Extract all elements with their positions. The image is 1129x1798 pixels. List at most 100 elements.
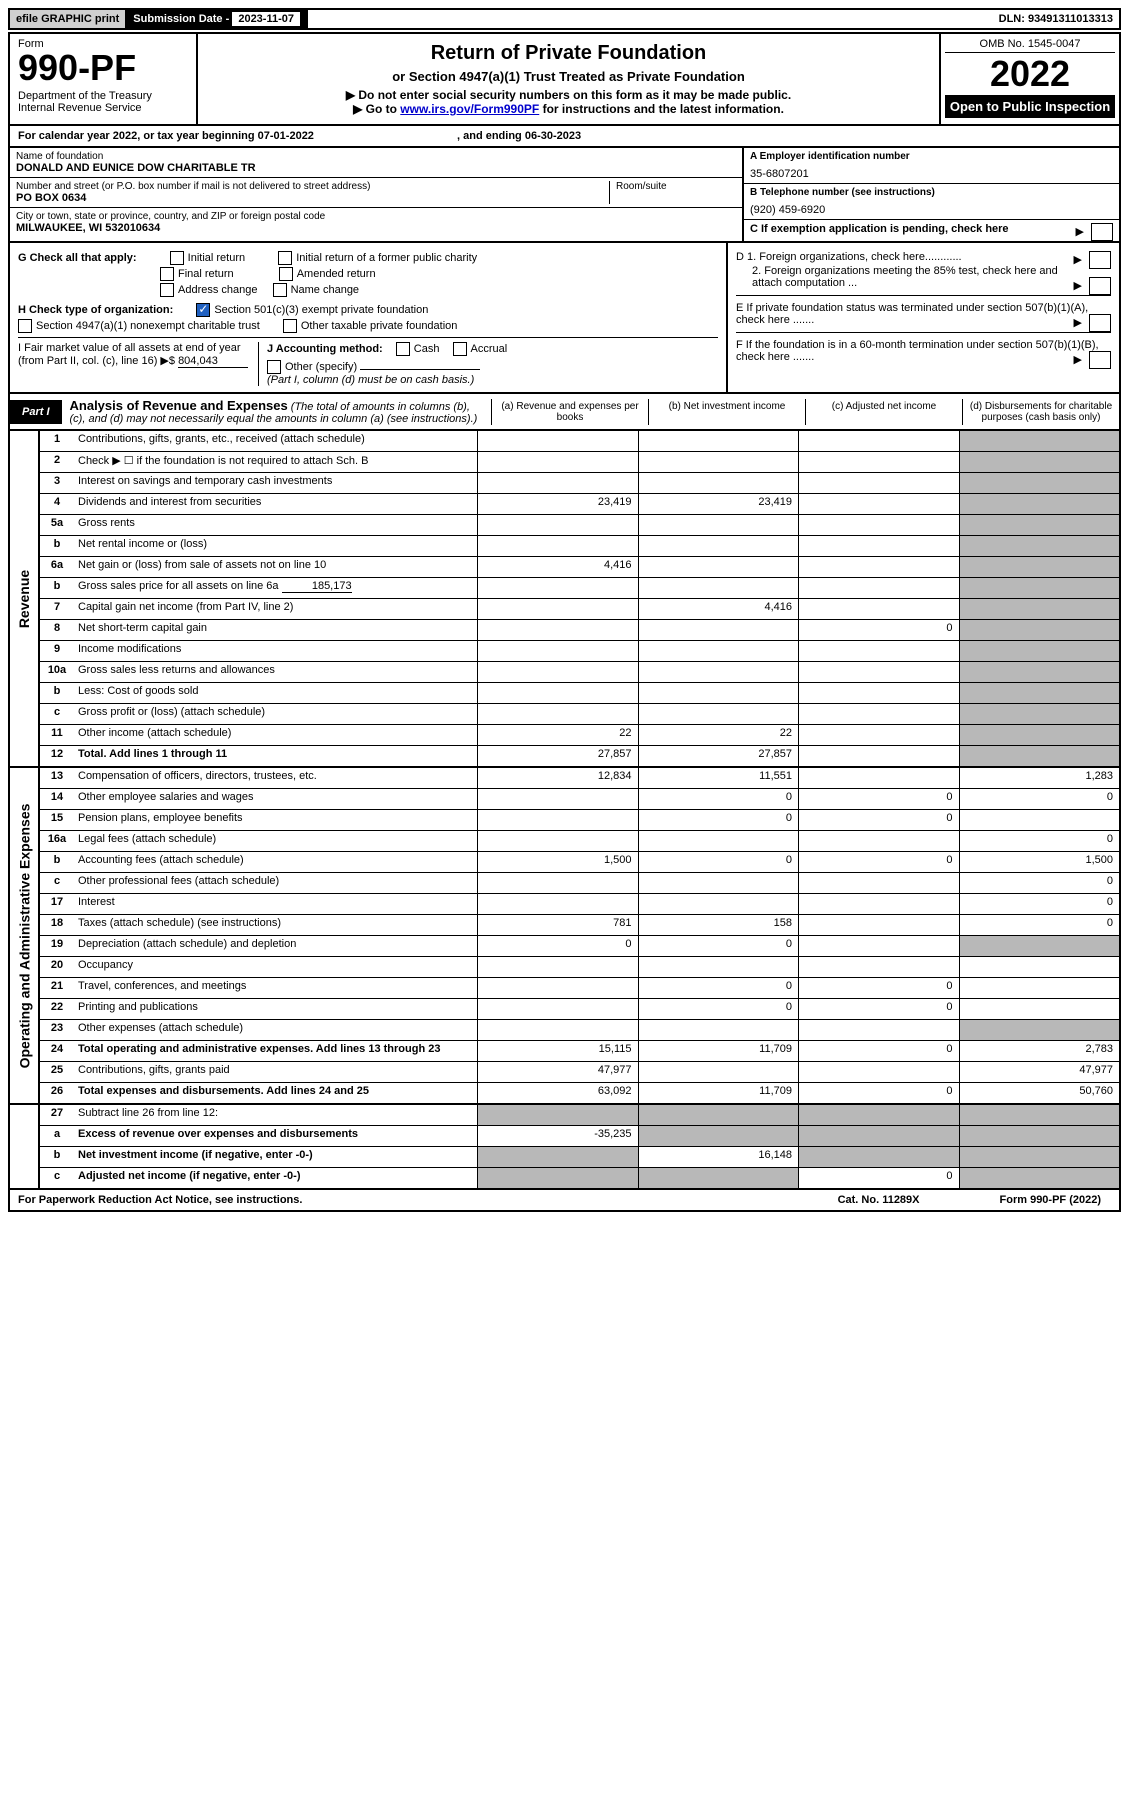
table-row: 1Contributions, gifts, grants, etc., rec…: [40, 431, 1119, 452]
form-id-block: Form 990-PF Department of the Treasury I…: [10, 34, 198, 124]
address-row: Number and street (or P.O. box number if…: [10, 178, 742, 208]
table-row: 5aGross rents: [40, 515, 1119, 536]
table-row: 6aNet gain or (loss) from sale of assets…: [40, 557, 1119, 578]
summary-section: 27Subtract line 26 from line 12:aExcess …: [8, 1105, 1121, 1190]
form-title: Return of Private Foundation: [206, 42, 931, 65]
table-row: 11Other income (attach schedule)2222: [40, 725, 1119, 746]
table-row: bGross sales price for all assets on lin…: [40, 578, 1119, 599]
check-g: G Check all that apply: Initial return I…: [18, 251, 718, 265]
cb-accrual[interactable]: [453, 342, 467, 356]
table-row: cOther professional fees (attach schedul…: [40, 873, 1119, 894]
cb-initial-former[interactable]: [278, 251, 292, 265]
table-row: 27Subtract line 26 from line 12:: [40, 1105, 1119, 1126]
submission-date-label: Submission Date - 2023-11-07: [127, 10, 308, 28]
open-public-label: Open to Public Inspection: [945, 95, 1115, 118]
cb-e[interactable]: [1089, 314, 1111, 332]
revenue-side-label: Revenue: [10, 431, 40, 766]
table-row: 22Printing and publications00: [40, 999, 1119, 1020]
table-row: bLess: Cost of goods sold: [40, 683, 1119, 704]
footer-cat: Cat. No. 11289X: [838, 1194, 920, 1206]
expenses-section: Operating and Administrative Expenses 13…: [8, 768, 1121, 1105]
table-row: bAccounting fees (attach schedule)1,5000…: [40, 852, 1119, 873]
cb-address-change[interactable]: [160, 283, 174, 297]
table-row: bNet rental income or (loss): [40, 536, 1119, 557]
dln-label: DLN: 93491311013313: [993, 10, 1119, 28]
table-row: 12Total. Add lines 1 through 1127,85727,…: [40, 746, 1119, 766]
table-row: 25Contributions, gifts, grants paid47,97…: [40, 1062, 1119, 1083]
form-number: 990-PF: [18, 50, 188, 86]
cb-name-change[interactable]: [273, 283, 287, 297]
table-row: 14Other employee salaries and wages000: [40, 789, 1119, 810]
cb-initial-return[interactable]: [170, 251, 184, 265]
check-i: I Fair market value of all assets at end…: [18, 342, 258, 386]
check-h: H Check type of organization: Section 50…: [18, 303, 718, 317]
col-d-header: (d) Disbursements for charitable purpose…: [962, 399, 1119, 425]
form-year-block: OMB No. 1545-0047 2022 Open to Public In…: [941, 34, 1119, 124]
form-title-block: Return of Private Foundation or Section …: [198, 34, 941, 124]
check-d2: 2. Foreign organizations meeting the 85%…: [736, 265, 1111, 289]
cb-amended[interactable]: [279, 267, 293, 281]
footer-left: For Paperwork Reduction Act Notice, see …: [18, 1194, 302, 1206]
part1-title: Analysis of Revenue and Expenses (The to…: [62, 394, 491, 429]
table-row: 24Total operating and administrative exp…: [40, 1041, 1119, 1062]
expenses-side-label: Operating and Administrative Expenses: [10, 768, 40, 1103]
table-row: 18Taxes (attach schedule) (see instructi…: [40, 915, 1119, 936]
cb-other-method[interactable]: [267, 360, 281, 374]
cb-d2[interactable]: [1089, 277, 1111, 295]
table-row: 13Compensation of officers, directors, t…: [40, 768, 1119, 789]
table-row: 3Interest on savings and temporary cash …: [40, 473, 1119, 494]
irs-link[interactable]: www.irs.gov/Form990PF: [400, 102, 539, 116]
footer-form: Form 990-PF (2022): [1000, 1194, 1101, 1206]
name-row: Name of foundation DONALD AND EUNICE DOW…: [10, 148, 742, 178]
form-subtitle2: ▶ Do not enter social security numbers o…: [206, 88, 931, 116]
top-bar: efile GRAPHIC print Submission Date - 20…: [8, 8, 1121, 30]
dept-label: Department of the Treasury Internal Reve…: [18, 90, 188, 114]
table-row: 20Occupancy: [40, 957, 1119, 978]
form-header: Form 990-PF Department of the Treasury I…: [8, 32, 1121, 126]
exemption-row: C If exemption application is pending, c…: [744, 220, 1119, 238]
check-e: E If private foundation status was termi…: [736, 295, 1111, 326]
omb-number: OMB No. 1545-0047: [945, 38, 1115, 53]
part1-label: Part I: [10, 400, 62, 424]
table-row: bNet investment income (if negative, ent…: [40, 1147, 1119, 1168]
calendar-year-row: For calendar year 2022, or tax year begi…: [8, 126, 1121, 148]
revenue-section: Revenue 1Contributions, gifts, grants, e…: [8, 431, 1121, 768]
table-row: cAdjusted net income (if negative, enter…: [40, 1168, 1119, 1188]
form-subtitle1: or Section 4947(a)(1) Trust Treated as P…: [206, 69, 931, 84]
table-row: 16aLegal fees (attach schedule)0: [40, 831, 1119, 852]
cb-other-taxable[interactable]: [283, 319, 297, 333]
cb-final-return[interactable]: [160, 267, 174, 281]
table-row: 10aGross sales less returns and allowanc…: [40, 662, 1119, 683]
efile-print-button[interactable]: efile GRAPHIC print: [10, 10, 127, 28]
checkbox-c[interactable]: [1091, 223, 1113, 241]
table-row: aExcess of revenue over expenses and dis…: [40, 1126, 1119, 1147]
cb-cash[interactable]: [396, 342, 410, 356]
table-row: 19Depreciation (attach schedule) and dep…: [40, 936, 1119, 957]
cb-4947[interactable]: [18, 319, 32, 333]
city-row: City or town, state or province, country…: [10, 208, 742, 237]
table-row: 23Other expenses (attach schedule): [40, 1020, 1119, 1041]
check-f: F If the foundation is in a 60-month ter…: [736, 332, 1111, 363]
tax-year: 2022: [945, 53, 1115, 95]
table-row: 7Capital gain net income (from Part IV, …: [40, 599, 1119, 620]
col-a-header: (a) Revenue and expenses per books: [491, 399, 648, 425]
fmv-value: 804,043: [178, 355, 248, 368]
check-d1: D 1. Foreign organizations, check here..…: [736, 251, 1111, 263]
table-row: 15Pension plans, employee benefits00: [40, 810, 1119, 831]
cb-501c3[interactable]: [196, 303, 210, 317]
col-b-header: (b) Net investment income: [648, 399, 805, 425]
cb-d1[interactable]: [1089, 251, 1111, 269]
table-row: cGross profit or (loss) (attach schedule…: [40, 704, 1119, 725]
table-row: 9Income modifications: [40, 641, 1119, 662]
table-row: 26Total expenses and disbursements. Add …: [40, 1083, 1119, 1103]
foundation-info: Name of foundation DONALD AND EUNICE DOW…: [8, 148, 1121, 241]
check-j: J Accounting method: Cash Accrual Other …: [258, 342, 718, 386]
cb-f[interactable]: [1089, 351, 1111, 369]
page-footer: For Paperwork Reduction Act Notice, see …: [8, 1190, 1121, 1212]
phone-row: B Telephone number (see instructions) (9…: [744, 184, 1119, 220]
ein-row: A Employer identification number 35-6807…: [744, 148, 1119, 184]
col-c-header: (c) Adjusted net income: [805, 399, 962, 425]
table-row: 2Check ▶ ☐ if the foundation is not requ…: [40, 452, 1119, 473]
part1-header: Part I Analysis of Revenue and Expenses …: [8, 392, 1121, 431]
table-row: 21Travel, conferences, and meetings00: [40, 978, 1119, 999]
